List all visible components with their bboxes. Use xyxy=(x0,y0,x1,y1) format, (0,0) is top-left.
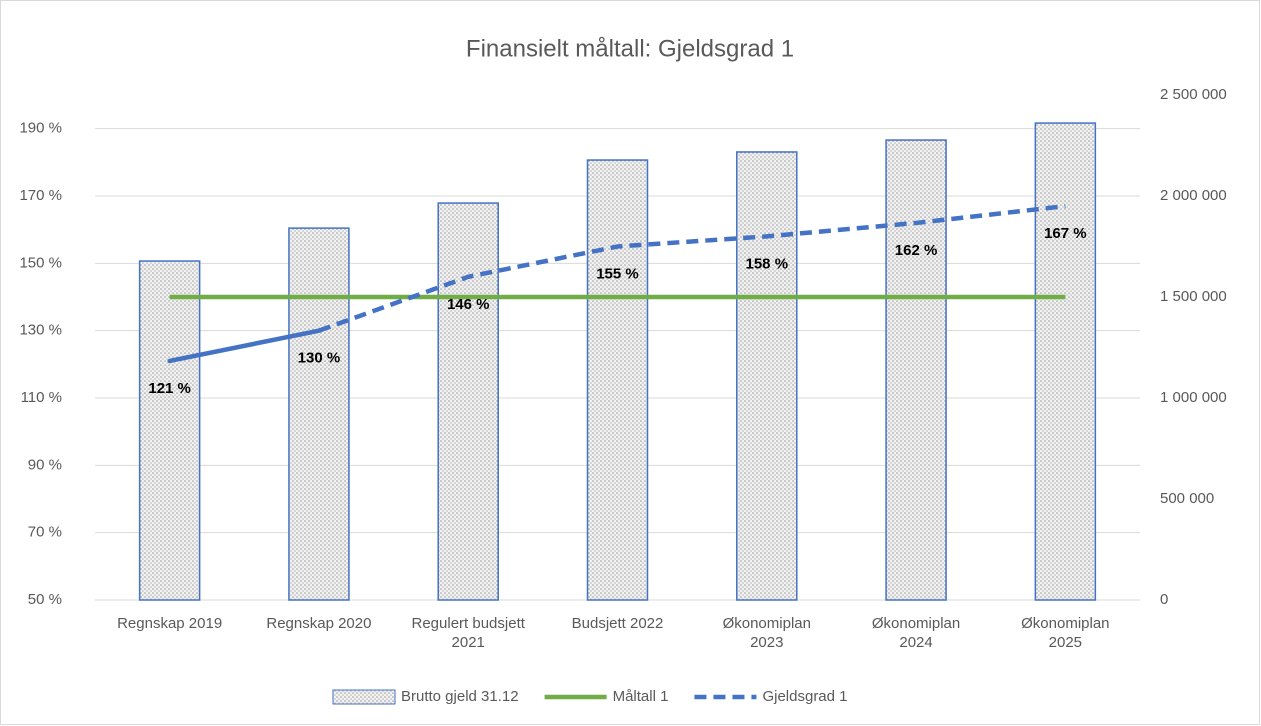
data-label: 162 % xyxy=(895,242,938,259)
x-tick-label-text: Økonomiplan 2025 xyxy=(1021,615,1110,651)
x-tick-label: Regnskap 2020 xyxy=(266,615,372,632)
legend-label: Gjeldsgrad 1 xyxy=(762,688,847,705)
x-tick-label: Regulert budsjett 2021 xyxy=(411,615,525,651)
chart-title: Finansielt måltall: Gjeldsgrad 1 xyxy=(466,35,794,62)
data-label: 158 % xyxy=(746,255,789,272)
bar xyxy=(586,159,649,601)
legend-swatch xyxy=(332,689,396,705)
y2-tick-label: 0 xyxy=(1160,591,1168,608)
x-tick-label-text: Økonomiplan 2024 xyxy=(871,615,961,651)
bar xyxy=(1034,122,1097,601)
y-tick-label: 50 % xyxy=(28,591,62,608)
data-label: 130 % xyxy=(298,350,341,367)
bar xyxy=(736,151,798,601)
y2-tick-label: 1 500 000 xyxy=(1160,288,1227,305)
y-tick-label: 150 % xyxy=(19,254,62,271)
x-tick-label: Regnskap 2019 xyxy=(117,615,223,632)
y-tick-label: 90 % xyxy=(28,456,62,473)
x-tick-label: Budsjett 2022 xyxy=(571,615,664,632)
y2-tick-label: 1 000 000 xyxy=(1160,389,1227,406)
line-solid-part xyxy=(167,328,322,364)
line-dashed-part xyxy=(318,203,1066,333)
x-tick-label: Økonomiplan 2023 xyxy=(722,615,811,651)
y2-tick-label: 2 000 000 xyxy=(1160,187,1227,204)
y-tick-label: 190 % xyxy=(19,120,62,137)
y-tick-label: 170 % xyxy=(19,187,62,204)
data-label: 167 % xyxy=(1044,225,1087,242)
x-tick-label-text: Regnskap 2020 xyxy=(266,615,372,632)
x-tick-label-text: Budsjett 2022 xyxy=(571,615,664,632)
y2-tick-label: 2 500 000 xyxy=(1160,86,1227,103)
x-tick-label: Økonomiplan 2025 xyxy=(1021,615,1110,651)
bar xyxy=(437,202,499,601)
x-tick-label-text: Regulert budsjett 2021 xyxy=(411,615,525,651)
y2-tick-label: 500 000 xyxy=(1160,490,1214,507)
bar xyxy=(138,260,201,601)
legend-label: Brutto gjeld 31.12 xyxy=(401,688,519,705)
y-tick-label: 110 % xyxy=(21,389,62,406)
legend-label: Måltall 1 xyxy=(613,688,669,705)
data-label: 155 % xyxy=(596,265,639,282)
bar xyxy=(288,227,350,601)
y-tick-label: 130 % xyxy=(19,322,62,339)
x-tick-label-text: Økonomiplan 2023 xyxy=(722,615,811,651)
data-label: 146 % xyxy=(447,296,490,313)
x-tick-label: Økonomiplan 2024 xyxy=(871,615,961,651)
y-tick-label: 70 % xyxy=(28,524,62,541)
bar xyxy=(885,139,947,601)
data-label: 121 % xyxy=(148,380,191,397)
x-tick-label-text: Regnskap 2019 xyxy=(117,615,223,632)
